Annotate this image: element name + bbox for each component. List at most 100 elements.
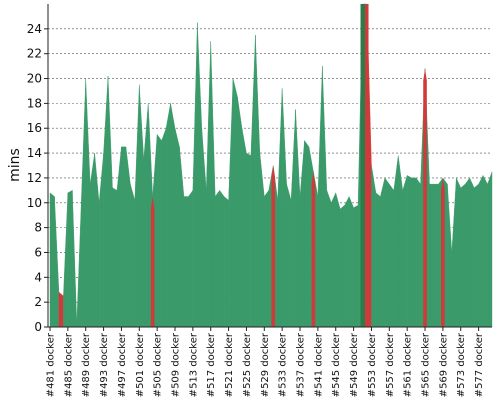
build-area-segment [447,184,453,328]
x-tick-label: #509 docker [171,332,182,397]
y-tick-label: 20 [27,72,42,86]
failed-build-marker [271,165,276,327]
x-tick-label: #541 docker [313,332,324,397]
x-tick-label: #549 docker [349,332,360,397]
build-area-segment [116,146,122,328]
x-tick-label: #513 docker [188,332,199,397]
x-tick-label: #577 docker [474,332,485,397]
y-tick-label: 4 [34,270,42,284]
build-area-segment [398,155,403,328]
build-area-segment [255,35,261,328]
build-area-segment [340,204,345,328]
build-area-segment [76,202,82,328]
build-area-segment [326,190,332,328]
build-area-segment [223,196,229,328]
y-tick-label: 8 [34,221,42,235]
build-area-segment [165,103,171,328]
x-tick-label: #533 docker [278,332,289,397]
build-area-segment [134,84,140,328]
build-area-segment [103,76,109,328]
build-area-segment [107,76,113,328]
build-area-segment [94,153,100,328]
x-tick-label: #489 docker [81,332,92,397]
build-area-segment [317,66,323,328]
build-area-segment [290,109,296,328]
axes [47,4,492,328]
build-area-segment [174,128,180,328]
build-area-segment [264,189,269,328]
build-area-segment [389,183,394,328]
plot-area [49,3,493,328]
build-area-segment [246,152,252,328]
build-area-segment [98,153,104,328]
build-area-segment [259,153,265,328]
x-tick-label: #517 docker [206,332,217,397]
build-area-segment [406,175,412,328]
y-tick-label: 0 [34,320,42,334]
build-area-segment [469,177,475,328]
build-area-segment [344,196,350,328]
x-tick-label: #557 docker [385,332,396,397]
build-area-segment [456,177,461,328]
x-tick-label: #553 docker [367,332,378,397]
build-area-segment [286,184,292,328]
build-area-segment [415,177,421,328]
build-area-segment [130,184,136,328]
build-area-segment [380,177,386,328]
x-tick-label: #521 docker [224,332,235,397]
x-tick-label: #569 docker [438,332,449,397]
build-area-segment [232,78,238,328]
build-area-segment [188,189,194,328]
build-area-segment [473,183,479,328]
x-tick-label: #505 docker [153,332,164,397]
build-area-segment [482,175,488,328]
build-area-segment [299,140,305,328]
build-area-segment [460,183,466,328]
y-tick-label: 2 [34,295,42,309]
x-tick-label: #501 docker [135,332,146,397]
build-area-segment [143,103,149,328]
y-tick-label: 12 [27,171,42,185]
x-tick-labels: #481 docker #485 docker #489 docker #493 do… [46,327,485,397]
build-area-segment [63,192,69,328]
build-area-segment [375,192,381,328]
x-tick-label: #481 docker [46,332,57,397]
build-area-segment [371,165,377,328]
x-tick-label: #529 docker [260,332,271,397]
x-tick-label: #485 docker [63,332,74,397]
build-area-segment [85,78,91,328]
x-tick-label: #525 docker [242,332,253,397]
y-tick-label: 22 [27,47,42,61]
build-area-segment [451,177,457,328]
x-tick-label: #573 docker [456,332,467,397]
y-axis-title: mins [7,148,23,182]
x-tick-label: #497 docker [117,332,128,397]
build-area-segment [89,153,95,328]
build-area-segment [214,189,220,328]
build-area-segment [393,155,399,328]
build-area-segment [433,183,439,328]
build-area-segment [197,22,202,328]
build-area-segment [241,128,247,328]
build-area-segment [295,109,301,328]
build-area-segment [201,128,207,328]
build-area-segment [156,133,162,328]
build-area-segment [206,41,211,328]
build-area-segment [465,177,470,328]
build-area-segment [183,196,189,328]
build-area-segment [179,146,185,328]
failed-build-area [58,291,64,328]
build-area-segment [121,146,127,328]
x-tick-label: #493 docker [99,332,110,397]
build-area-segment [125,146,131,328]
build-area-segment [139,84,144,328]
build-area-segment [170,103,176,328]
build-area-segment [237,97,243,328]
x-tick-label: #537 docker [296,332,307,397]
build-area-segment [219,189,225,328]
build-area-segment [322,66,328,328]
failed-build-marker [311,171,316,327]
failed-build-marker [423,68,427,327]
